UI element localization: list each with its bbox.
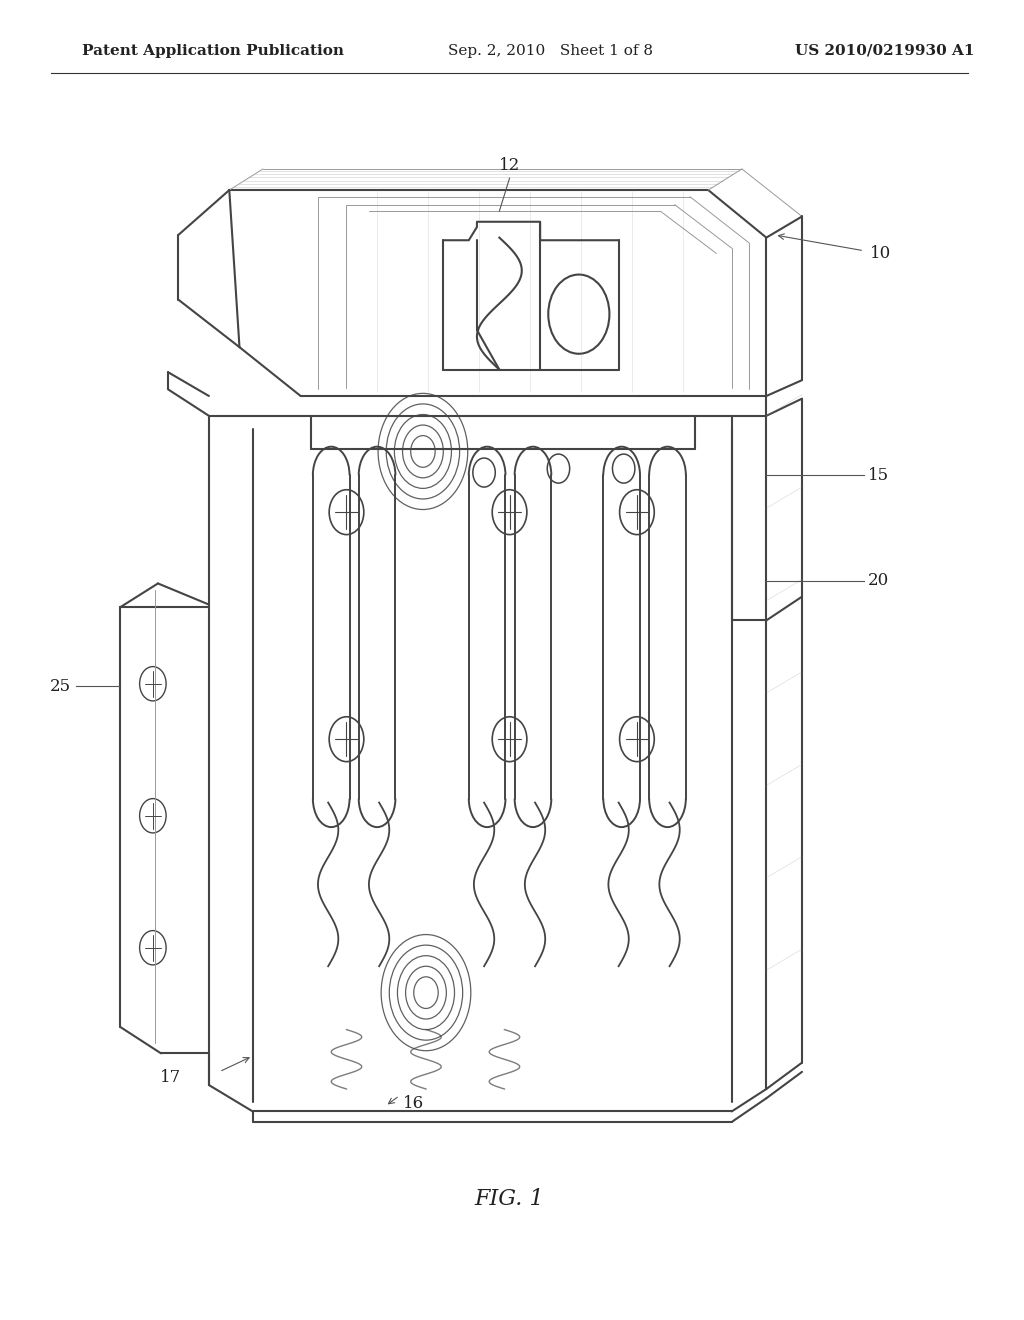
Text: Sep. 2, 2010   Sheet 1 of 8: Sep. 2, 2010 Sheet 1 of 8 — [449, 44, 653, 58]
Text: US 2010/0219930 A1: US 2010/0219930 A1 — [795, 44, 975, 58]
Text: 25: 25 — [50, 678, 72, 694]
Text: 16: 16 — [402, 1096, 424, 1111]
Text: FIG. 1: FIG. 1 — [475, 1188, 545, 1209]
Text: 17: 17 — [160, 1069, 181, 1085]
Text: 12: 12 — [499, 157, 520, 174]
Text: Patent Application Publication: Patent Application Publication — [82, 44, 343, 58]
Text: 20: 20 — [868, 573, 890, 589]
Text: 10: 10 — [870, 246, 892, 261]
Text: 15: 15 — [868, 467, 890, 483]
